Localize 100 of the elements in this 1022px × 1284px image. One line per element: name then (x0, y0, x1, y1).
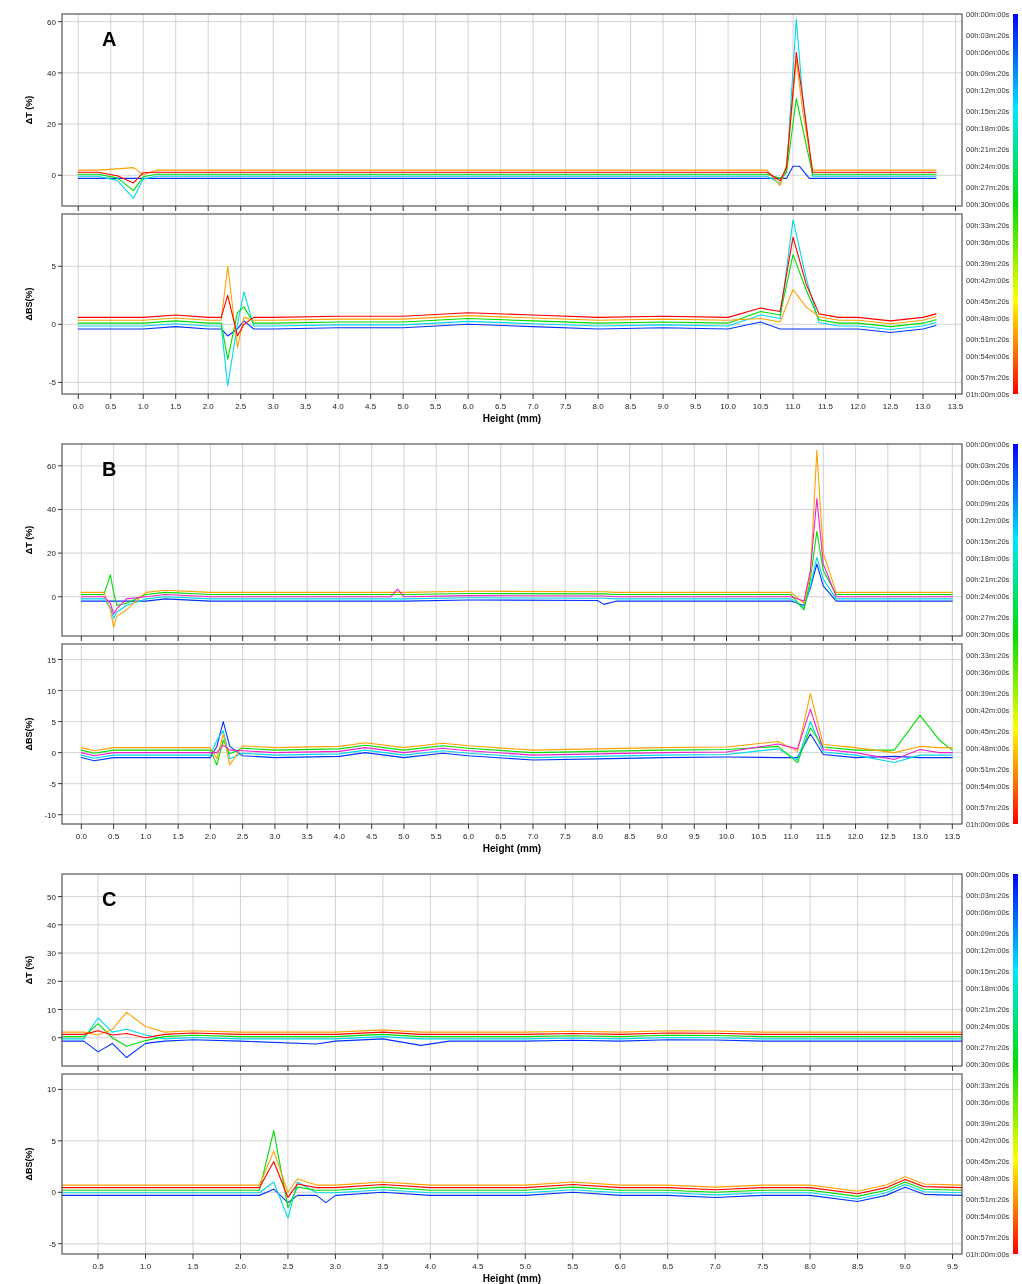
y-tick-label: -5 (48, 779, 57, 789)
x-tick-label: 13.0 (912, 832, 929, 841)
y-tick-label: 0 (51, 171, 57, 181)
line-series (61, 1160, 963, 1198)
y-axis-title: ΔBS(%) (24, 717, 34, 751)
x-tick-label: 11.5 (815, 832, 832, 841)
x-tick-label: 13.5 (947, 402, 964, 411)
x-tick-label: 2.0 (202, 402, 215, 411)
text: B (102, 458, 117, 480)
line-series (77, 265, 937, 349)
x-tick-label: 4.0 (424, 1262, 437, 1271)
x-tick-label: 6.0 (462, 832, 475, 841)
y-axis-title: ΔBS(%) (24, 287, 34, 321)
x-tick-label: 12.0 (850, 402, 867, 411)
x-tick-label: 10.5 (752, 402, 769, 411)
y-tick-label: 20 (47, 977, 57, 987)
y-tick-label: 10 (47, 1005, 57, 1015)
x-tick-label: 9.5 (690, 402, 702, 411)
y-tick-label: 5 (51, 262, 57, 272)
x-tick-label: 4.5 (472, 1262, 484, 1271)
x-tick-label: 0.5 (108, 832, 120, 841)
line-series (61, 1038, 963, 1059)
line-series (61, 1186, 963, 1204)
x-tick-label: 3.5 (301, 832, 314, 841)
x-tick-label: 7.5 (559, 832, 572, 841)
y-tick-label: 0 (51, 1188, 57, 1198)
x-tick-label: 9.5 (946, 1262, 959, 1271)
x-axis-title: Height (mm) (482, 843, 542, 854)
text: C (102, 888, 117, 910)
x-tick-label: 3.5 (377, 1262, 389, 1271)
x-tick-label: 6.5 (495, 402, 507, 411)
x-tick-label: 2.5 (235, 402, 247, 411)
y-tick-label: 0 (51, 748, 57, 758)
y-tick-label: 15 (47, 655, 57, 665)
x-tick-label: 7.0 (527, 832, 540, 841)
x-tick-label: 3.5 (300, 402, 312, 411)
y-tick-label: 0 (51, 1033, 57, 1043)
y-tick-label: -5 (48, 378, 57, 388)
x-tick-label: 9.0 (656, 832, 669, 841)
x-tick-label: 1.0 (140, 832, 152, 841)
x-tick-label: 5.5 (430, 402, 442, 411)
x-tick-label: 1.5 (172, 832, 185, 841)
x-tick-label: 9.0 (899, 1262, 912, 1271)
y-tick-label: 5 (51, 717, 57, 727)
line-series (77, 219, 937, 387)
x-tick-label: 5.0 (397, 402, 410, 411)
y-axis-title: ΔT (%) (24, 955, 34, 985)
y-tick-label: 0 (51, 320, 57, 330)
text: A (102, 28, 117, 50)
x-tick-label: 4.0 (332, 402, 345, 411)
x-tick-label: 5.0 (398, 832, 411, 841)
y-tick-label: 50 (47, 892, 57, 902)
y-tick-label: 40 (47, 920, 57, 930)
x-tick-label: 3.0 (267, 402, 280, 411)
x-tick-label: 8.0 (804, 1262, 817, 1271)
x-tick-label: 6.5 (662, 1262, 674, 1271)
x-tick-label: 4.5 (365, 402, 377, 411)
x-tick-label: 11.0 (785, 402, 802, 411)
x-tick-label: 12.5 (880, 832, 897, 841)
line-series (61, 1130, 963, 1209)
y-axis-title: ΔT (%) (24, 95, 34, 125)
y-tick-label: 60 (47, 461, 57, 471)
x-tick-label: 7.5 (757, 1262, 769, 1271)
line-series (61, 1011, 963, 1036)
line-series (77, 320, 937, 337)
x-tick-label: 10.0 (718, 832, 735, 841)
line-series (80, 498, 953, 615)
line-series (80, 556, 953, 620)
x-tick-label: 10.5 (750, 832, 768, 841)
line-series (80, 708, 953, 760)
x-tick-label: 8.5 (625, 402, 637, 411)
x-tick-label: 2.5 (282, 1262, 295, 1271)
x-tick-label: 3.0 (329, 1262, 342, 1271)
line-series (80, 563, 953, 607)
x-tick-label: 13.0 (915, 402, 932, 411)
x-tick-label: 2.5 (237, 832, 249, 841)
y-axis-title: ΔT (%) (24, 525, 34, 555)
line-series (80, 530, 953, 611)
x-tick-label: 5.0 (519, 1262, 532, 1271)
y-tick-label: 10 (47, 686, 57, 696)
x-tick-label: 0.0 (75, 832, 88, 841)
y-tick-label: 5 (51, 1136, 57, 1146)
y-tick-label: -5 (48, 1239, 57, 1249)
y-tick-label: 40 (47, 505, 57, 515)
line-series (77, 97, 937, 192)
y-tick-label: 30 (47, 949, 57, 959)
x-tick-label: 13.5 (944, 832, 961, 841)
line-series (61, 1150, 963, 1193)
x-axis-title: Height (mm) (482, 1273, 542, 1284)
x-tick-label: 5.5 (430, 832, 443, 841)
x-tick-label: 12.5 (882, 402, 899, 411)
x-tick-label: 6.0 (462, 402, 475, 411)
x-tick-label: 1.5 (187, 1262, 200, 1271)
x-tick-label: 6.5 (495, 832, 507, 841)
y-tick-label: 60 (47, 17, 57, 27)
x-tick-label: 1.0 (137, 402, 150, 411)
y-tick-label: 10 (47, 1085, 57, 1095)
x-tick-label: 7.0 (527, 402, 540, 411)
line-series (80, 450, 953, 628)
x-tick-label: 8.0 (592, 402, 605, 411)
